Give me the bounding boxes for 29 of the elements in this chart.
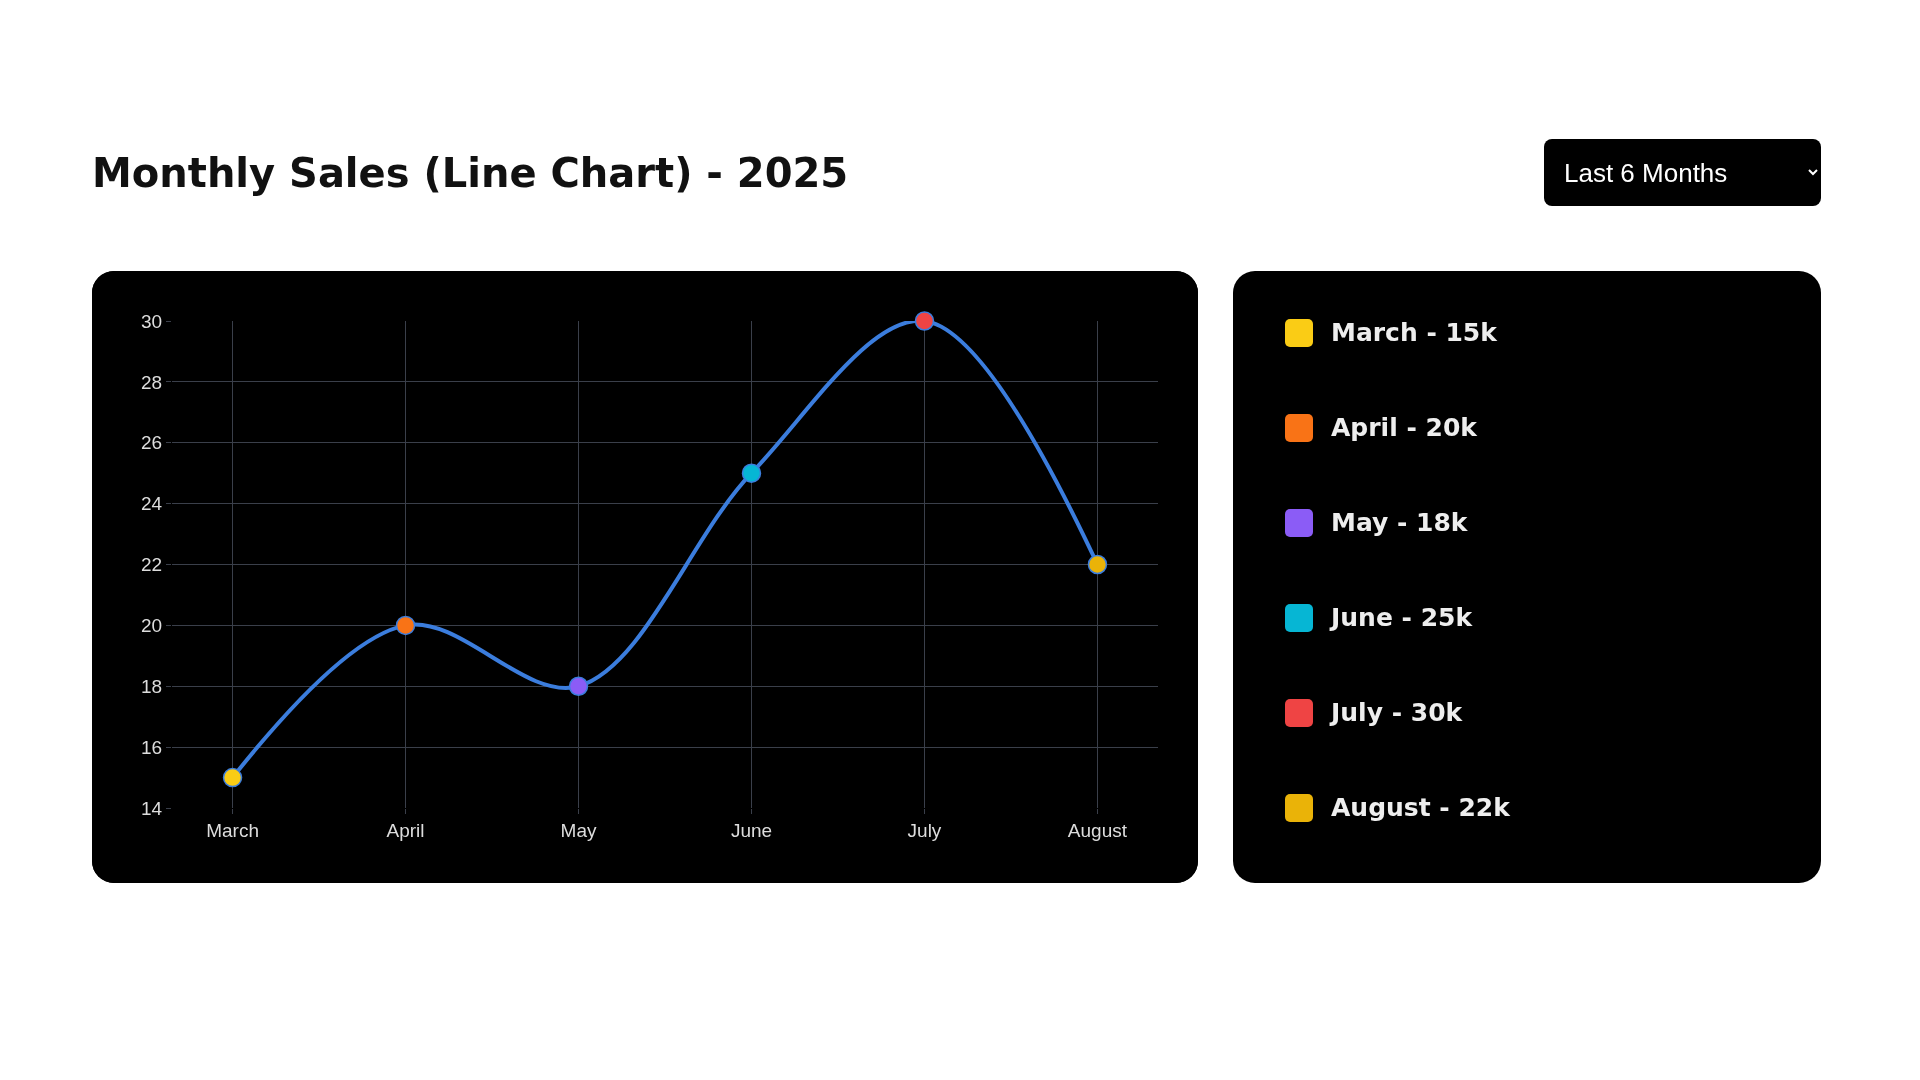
point xyxy=(1087,554,1108,575)
y-tick-label: 26 xyxy=(141,432,163,454)
point xyxy=(222,767,243,788)
period-dropdown: Last 6 Months xyxy=(1544,139,1821,206)
x-tick-label: June xyxy=(730,819,773,841)
y-tick-label: 16 xyxy=(141,736,163,758)
x-tick-label: May xyxy=(560,819,597,841)
y-tick-label: 24 xyxy=(141,493,163,515)
x-tick-label: August xyxy=(1067,819,1128,841)
point xyxy=(914,311,935,331)
y-tick-label: 22 xyxy=(141,554,163,576)
point xyxy=(568,676,589,696)
x-tick-label: April xyxy=(386,819,425,841)
x-tick-label: March xyxy=(206,819,259,841)
text: March - 15k xyxy=(1331,318,1497,347)
y-tick-label: 30 xyxy=(141,310,163,332)
y-tick-label: 18 xyxy=(141,675,163,697)
y-tick-label: 14 xyxy=(141,797,163,819)
text: April - 20k xyxy=(1331,413,1477,442)
x-tick-label: July xyxy=(907,819,942,841)
chart-title: Monthly Sales (Line Chart) - 2025 xyxy=(92,150,849,196)
point xyxy=(741,463,762,483)
point xyxy=(395,615,416,636)
y-tick-label: 28 xyxy=(141,371,163,393)
text: May - 18k xyxy=(1331,508,1468,537)
y-tick-label: 20 xyxy=(141,615,163,637)
text: June - 25k xyxy=(1331,603,1473,632)
text: July - 30k xyxy=(1331,698,1463,727)
text: August - 22k xyxy=(1331,793,1510,822)
